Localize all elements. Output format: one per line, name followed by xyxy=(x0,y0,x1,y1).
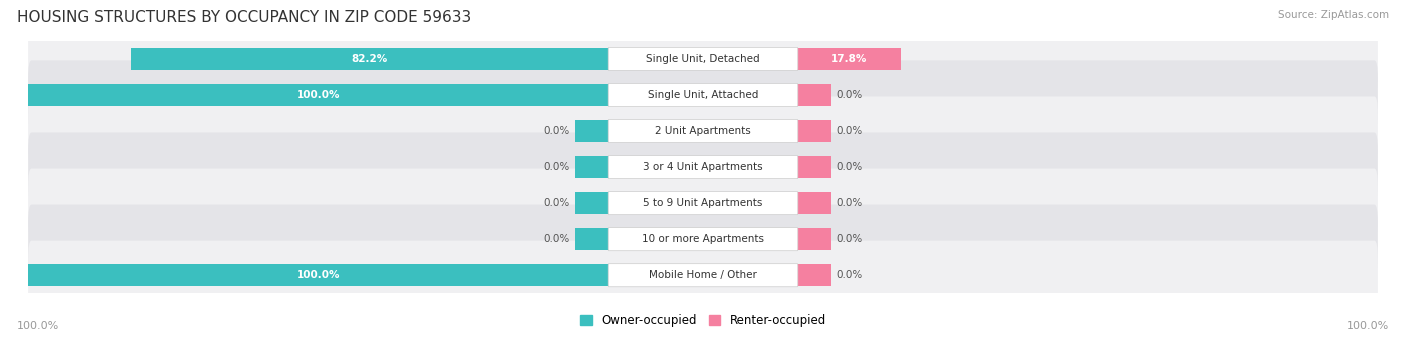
Text: 100.0%: 100.0% xyxy=(297,90,340,100)
Text: Single Unit, Attached: Single Unit, Attached xyxy=(648,90,758,100)
Text: 2 Unit Apartments: 2 Unit Apartments xyxy=(655,126,751,136)
Text: 5 to 9 Unit Apartments: 5 to 9 Unit Apartments xyxy=(644,198,762,208)
FancyBboxPatch shape xyxy=(28,241,1378,310)
FancyBboxPatch shape xyxy=(609,264,797,287)
Text: Mobile Home / Other: Mobile Home / Other xyxy=(650,270,756,280)
Text: HOUSING STRUCTURES BY OCCUPANCY IN ZIP CODE 59633: HOUSING STRUCTURES BY OCCUPANCY IN ZIP C… xyxy=(17,10,471,25)
Bar xyxy=(797,264,831,286)
Bar xyxy=(575,192,609,214)
FancyBboxPatch shape xyxy=(609,228,797,251)
Bar xyxy=(131,48,609,70)
Text: 100.0%: 100.0% xyxy=(17,321,59,331)
Bar xyxy=(797,120,831,142)
Text: Single Unit, Detached: Single Unit, Detached xyxy=(647,54,759,64)
Bar xyxy=(797,84,831,106)
FancyBboxPatch shape xyxy=(28,24,1378,93)
Bar xyxy=(28,264,609,286)
Text: 0.0%: 0.0% xyxy=(837,126,863,136)
Text: 0.0%: 0.0% xyxy=(543,162,569,172)
Bar xyxy=(575,228,609,250)
FancyBboxPatch shape xyxy=(28,133,1378,202)
Bar xyxy=(797,156,831,178)
Text: Source: ZipAtlas.com: Source: ZipAtlas.com xyxy=(1278,10,1389,20)
Bar xyxy=(797,228,831,250)
FancyBboxPatch shape xyxy=(609,155,797,179)
Text: 3 or 4 Unit Apartments: 3 or 4 Unit Apartments xyxy=(643,162,763,172)
FancyBboxPatch shape xyxy=(28,168,1378,238)
Bar xyxy=(797,192,831,214)
Text: 0.0%: 0.0% xyxy=(837,162,863,172)
Text: 0.0%: 0.0% xyxy=(837,234,863,244)
Text: 82.2%: 82.2% xyxy=(352,54,388,64)
Legend: Owner-occupied, Renter-occupied: Owner-occupied, Renter-occupied xyxy=(575,309,831,332)
Bar xyxy=(575,156,609,178)
Text: 17.8%: 17.8% xyxy=(831,54,868,64)
FancyBboxPatch shape xyxy=(609,84,797,106)
FancyBboxPatch shape xyxy=(28,60,1378,130)
Bar xyxy=(575,120,609,142)
Text: 100.0%: 100.0% xyxy=(297,270,340,280)
Bar xyxy=(28,84,609,106)
Text: 0.0%: 0.0% xyxy=(543,126,569,136)
Text: 0.0%: 0.0% xyxy=(837,90,863,100)
Bar xyxy=(797,48,901,70)
Text: 0.0%: 0.0% xyxy=(543,234,569,244)
Text: 10 or more Apartments: 10 or more Apartments xyxy=(643,234,763,244)
FancyBboxPatch shape xyxy=(28,205,1378,274)
FancyBboxPatch shape xyxy=(28,97,1378,166)
Text: 0.0%: 0.0% xyxy=(837,198,863,208)
Text: 0.0%: 0.0% xyxy=(543,198,569,208)
FancyBboxPatch shape xyxy=(609,119,797,143)
FancyBboxPatch shape xyxy=(609,47,797,71)
Text: 0.0%: 0.0% xyxy=(837,270,863,280)
FancyBboxPatch shape xyxy=(609,192,797,215)
Text: 100.0%: 100.0% xyxy=(1347,321,1389,331)
